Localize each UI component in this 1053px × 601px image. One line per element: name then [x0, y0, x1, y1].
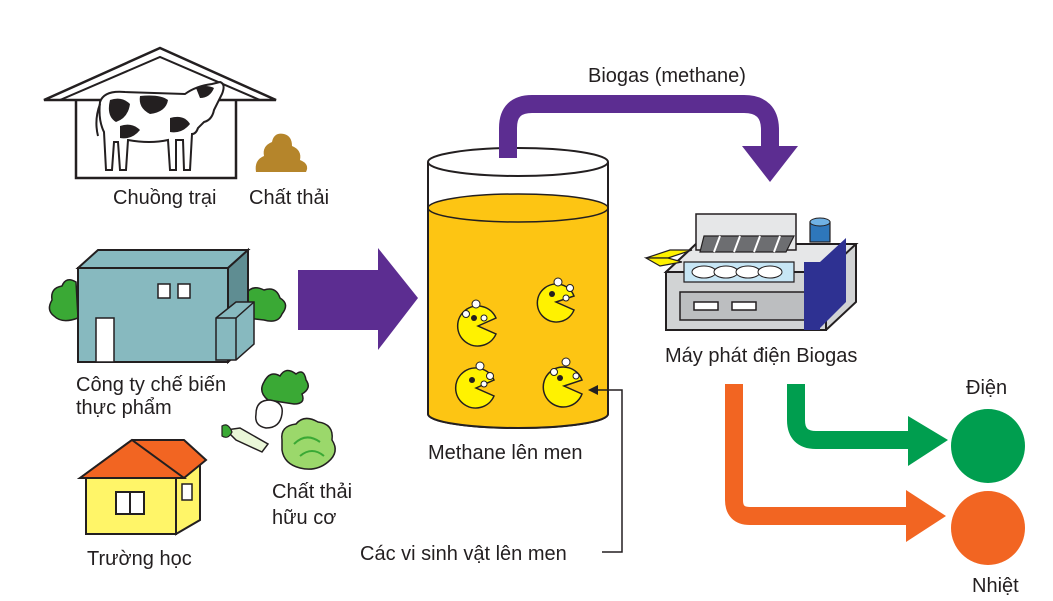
microbes-pointer-line [592, 389, 623, 553]
organic-waste-label-line1: Chất thải [272, 481, 353, 503]
manure-icon [255, 133, 308, 172]
factory-label-line1: Công ty chế biến [76, 374, 227, 396]
microbe-icon [456, 299, 497, 347]
electricity-arrowhead-icon [908, 416, 948, 466]
heat-arrow-icon [725, 384, 914, 525]
cow-icon [95, 80, 225, 171]
microbe-icon [542, 357, 583, 408]
electricity-label: Điện [966, 377, 1008, 399]
pointer-arrowhead-icon [588, 385, 598, 395]
microbe-icon [536, 277, 575, 323]
school-label: Trường học [87, 548, 192, 570]
heat-output-icon [951, 491, 1025, 565]
organic-waste-label-line2: hữu cơ [272, 507, 337, 529]
tank-label: Methane lên men [428, 442, 583, 464]
heat-arrowhead-icon [906, 490, 946, 542]
biogas-arrowhead-icon [742, 146, 798, 182]
electricity-output-icon [951, 409, 1025, 483]
factory-label-line2: thực phẩm [76, 397, 172, 419]
school-icon [76, 438, 208, 536]
factory-icon [48, 247, 287, 365]
biogas-label: Biogas (methane) [588, 65, 746, 87]
heat-label: Nhiệt [972, 575, 1019, 597]
microbe-icon [454, 361, 495, 409]
vegetables-icon [221, 369, 336, 470]
input-arrow-icon [298, 248, 418, 350]
generator-label: Máy phát điện Biogas [665, 345, 858, 367]
microbes-label: Các vi sinh vật lên men [360, 543, 567, 565]
biogas-generator-icon [643, 213, 859, 331]
biogas-arrow-icon [499, 95, 779, 158]
manure-label: Chất thải [249, 187, 330, 209]
farm-label: Chuồng trại [113, 187, 217, 209]
electricity-arrow-icon [787, 384, 916, 449]
fermentation-tank-icon [427, 147, 609, 429]
